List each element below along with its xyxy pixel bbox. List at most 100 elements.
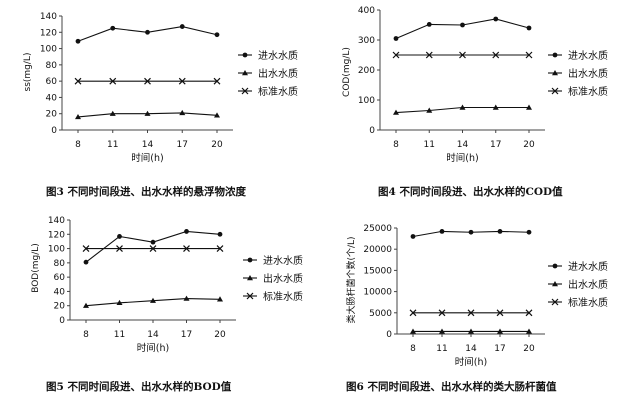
data-point [213,77,221,85]
data-point [144,110,151,116]
data-point [116,245,123,252]
chart-3: 0 20 40 60 80 100 120 140 8 11 14 17 20 时间(h) ss(mg/L)… [23,12,298,164]
data-point [217,231,223,237]
legend-marker [242,52,248,58]
data-point [178,77,186,85]
y-tick-label: 20 [54,302,66,312]
legend-marker [551,298,559,306]
data-point [179,24,185,29]
data-point [526,104,532,110]
legend-label: 标准水质 [568,86,608,98]
legend-marker [247,257,253,263]
x-tick-label: 11 [107,140,118,150]
x-tick-label: 11 [424,140,435,150]
data-point [426,107,433,113]
data-point [497,228,503,234]
y-tick-label: 0 [369,126,375,136]
x-tick-label: 17 [177,140,188,150]
data-point [214,32,220,38]
legend-label: 标准水质 [263,291,303,303]
series-0 [393,16,532,41]
chart-5: 0 20 40 60 80 100 120 140 8 11 14 17 20 时间(h) BOD(mg/L… [31,216,303,354]
x-tick-label: 8 [75,140,81,150]
x-tick-label: 14 [147,330,159,340]
series-line [395,18,530,40]
y-tick-label: 20 [46,110,58,120]
figure-3-caption: 图3 不同时间段进、出水水样的悬浮物浓度 [46,186,246,198]
y-tick-label: 100 [40,45,57,55]
data-point [217,296,223,302]
data-point [467,309,475,317]
series-1 [393,104,532,115]
x-tick-label: 20 [211,140,223,150]
legend-marker [242,70,248,76]
legend-marker [246,292,254,300]
y-tick-label: 20000 [363,245,392,255]
data-point [82,245,90,252]
y-tick-label: 0 [59,316,65,326]
data-point [409,309,417,317]
legend-label: 出水水质 [258,67,298,80]
x-tick-label: 11 [114,330,125,340]
series-2 [409,309,533,317]
y-tick-label: 15000 [363,266,392,276]
data-point [425,51,433,59]
legend-marker [552,281,558,287]
data-point [109,77,117,85]
data-point [216,245,224,252]
x-tick-label: 20 [214,330,226,340]
y-tick-label: 0 [51,126,57,136]
figure-4-caption: 图4 不同时间段进、出水水样的COD值 [378,186,563,198]
data-point [410,234,416,239]
x-tick-label: 14 [465,344,477,354]
data-point [183,295,190,301]
series-1 [410,328,532,334]
series-line [85,230,221,263]
data-point [393,36,399,41]
y-axis-label: BOD(mg/L) [31,243,41,293]
legend-label: 进水水质 [263,255,303,267]
figure-5-caption: 图5 不同时间段进、出水水样的BOD值 [46,381,232,393]
legend-marker [552,263,558,269]
legend-marker [552,70,558,76]
legend-label: 出水水质 [263,272,303,285]
series-0 [83,229,223,265]
data-point [184,229,189,234]
y-axis-label: ss(mg/L) [23,53,33,92]
series-1 [75,109,220,120]
legend-label: 出水水质 [568,278,608,291]
data-point [149,245,157,252]
data-point [526,229,532,235]
y-tick-label: 0 [386,330,392,340]
data-point [493,16,499,22]
data-point [83,259,89,265]
data-point [468,328,474,334]
x-tick-label: 11 [436,344,447,354]
data-point [426,22,432,27]
figure-6-caption: 图6 不同时间段进、出水水样的类大肠杆菌值 [346,381,557,393]
x-tick-label: 14 [457,140,469,150]
legend-label: 进水水质 [568,50,608,62]
data-point [144,77,151,85]
x-axis-label: 时间(h) [131,152,163,164]
data-point [492,51,500,59]
x-tick-label: 8 [83,330,89,340]
data-point [392,51,400,59]
y-tick-label: 120 [48,230,65,240]
data-point [492,104,499,110]
series-0 [75,24,220,44]
y-tick-label: 60 [54,273,66,283]
legend-marker [552,52,558,58]
data-point [468,229,474,235]
data-point [526,25,532,31]
x-tick-label: 17 [490,140,501,150]
y-tick-label: 100 [358,96,375,106]
x-axis-label: 时间(h) [137,342,169,354]
y-tick-label: 120 [40,28,57,38]
data-point [438,309,446,317]
legend-label: 进水水质 [568,261,608,273]
series-2 [74,77,221,85]
data-point [75,38,81,44]
data-point [75,113,81,120]
